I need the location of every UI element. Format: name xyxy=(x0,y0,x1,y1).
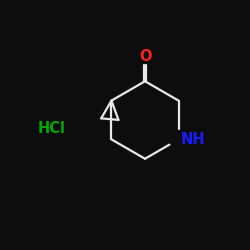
Text: HCl: HCl xyxy=(38,121,66,136)
Text: NH: NH xyxy=(181,132,206,147)
Text: O: O xyxy=(139,49,151,64)
